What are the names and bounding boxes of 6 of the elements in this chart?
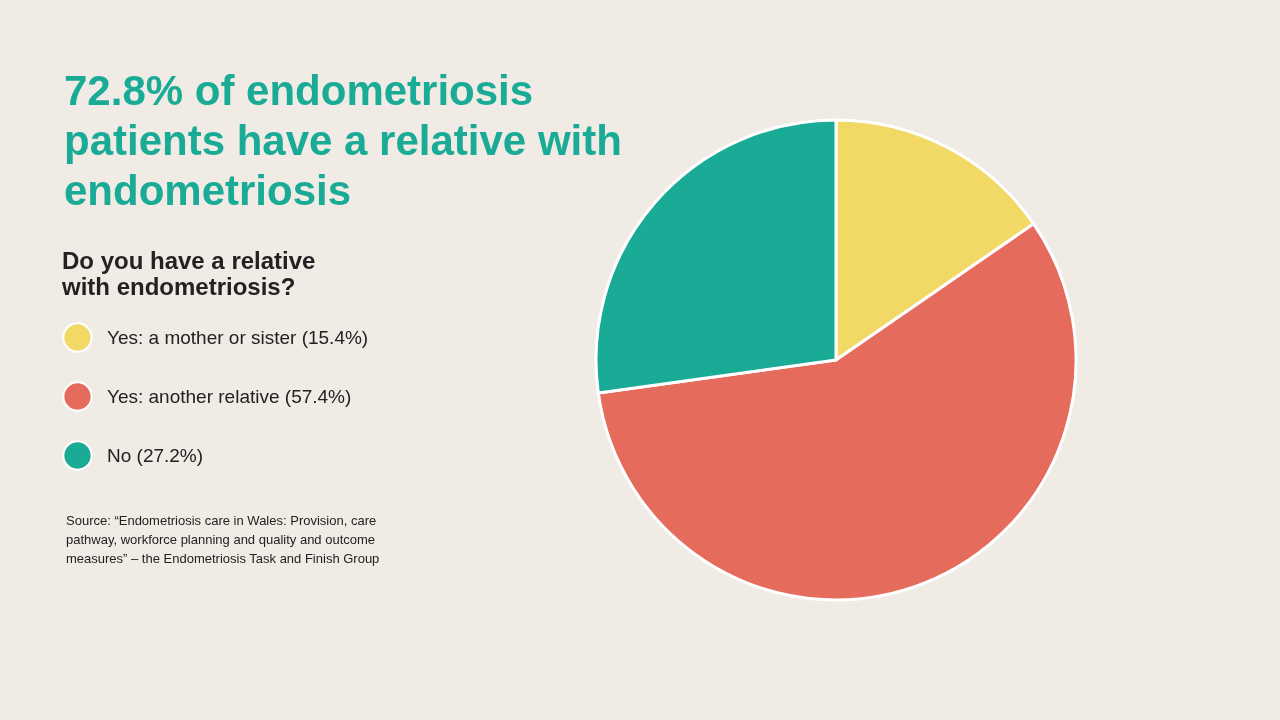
chart-title: 72.8% of endometriosis patients have a relative with endometriosis [64,67,622,214]
legend-title: Do you have a relative with endometriosis? [61,247,316,300]
legend-label: No (27.2%) [107,444,204,466]
legend-label: Yes: another relative (57.4%) [107,385,352,407]
source-note: Source: “Endometriosis care in Wales: Provision, care pathway, workforce planning and quality and outcome measures” – the Endometriosis Task and Finish Group [66,513,380,566]
legend-label: Yes: a mother or sister (15.4%) [107,326,369,348]
